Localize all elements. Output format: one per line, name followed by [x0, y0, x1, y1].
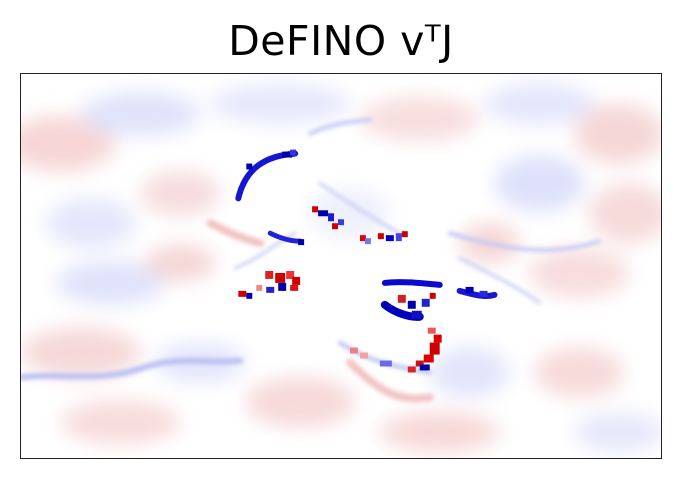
background-field	[21, 83, 661, 453]
medium-strands	[21, 117, 602, 403]
sensitivity-heatmap	[21, 83, 661, 453]
heatmap-panel	[20, 73, 662, 459]
plot-title: DeFINO vᵀJ	[228, 17, 454, 65]
strong-features	[235, 149, 498, 373]
